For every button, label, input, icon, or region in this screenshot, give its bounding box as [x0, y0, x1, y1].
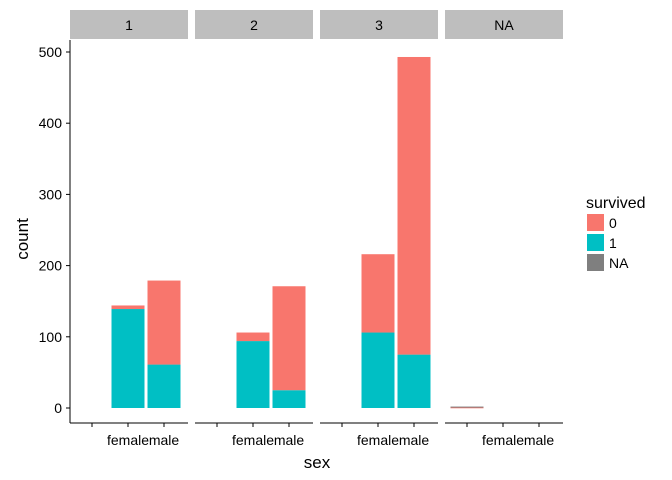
facet-strip-label: 1: [125, 17, 133, 33]
y-tick-label: 200: [39, 258, 63, 274]
facet-panel: 1 female male: [70, 10, 188, 448]
facet-panel: 2 female male: [195, 10, 313, 448]
facet-strip-label: 2: [250, 17, 258, 33]
facet-strip-label: NA: [494, 17, 514, 33]
x-tick-label: female: [107, 432, 149, 448]
bar-survived-0: [111, 305, 145, 310]
bar-survived-1: [147, 364, 181, 408]
legend: survived 0 1 NA: [586, 195, 646, 271]
y-tick-label: 300: [39, 186, 63, 202]
x-tick-label: female: [482, 432, 524, 448]
y-tick-label: 500: [39, 44, 63, 60]
bar-survived-1: [361, 332, 395, 408]
y-tick-label: 100: [39, 329, 63, 345]
x-axis-title: sex: [304, 453, 331, 472]
bar-survived-0: [361, 254, 395, 333]
facet-panel: 3 female male: [320, 10, 438, 448]
legend-label: NA: [609, 255, 629, 271]
legend-key: [587, 234, 604, 251]
facet-panel: NA female male: [445, 10, 563, 448]
bar-survived-0: [147, 280, 181, 365]
legend-key: [587, 214, 604, 231]
x-tick-label: female: [357, 432, 399, 448]
y-axis-title: count: [13, 218, 32, 260]
facet-strip-label: 3: [375, 17, 383, 33]
bar-survived-1: [397, 354, 431, 408]
y-tick-label: 0: [54, 400, 62, 416]
y-axis: 0 100 200 300 400 500: [39, 40, 71, 423]
x-tick-label: male: [524, 432, 555, 448]
legend-label: 0: [609, 215, 617, 231]
bar-survived-1: [111, 309, 145, 408]
facet-strip: [445, 10, 563, 39]
bar-survived-NA: [450, 406, 484, 408]
legend-title: survived: [586, 195, 646, 212]
bar-survived-1: [236, 341, 270, 408]
facet-strip: [70, 10, 188, 39]
y-tick-label: 400: [39, 115, 63, 131]
bar-survived-0: [397, 56, 431, 355]
facet-strip: [320, 10, 438, 39]
x-tick-label: female: [232, 432, 274, 448]
legend-label: 1: [609, 235, 617, 251]
facet-strip: [195, 10, 313, 39]
x-tick-label: male: [399, 432, 430, 448]
bar-survived-0: [236, 332, 270, 342]
legend-key: [587, 254, 604, 271]
bar-survived-0: [272, 286, 306, 391]
bar-survived-1: [272, 390, 306, 408]
x-tick-label: male: [274, 432, 305, 448]
x-tick-label: male: [149, 432, 180, 448]
bar-survived-0: [450, 407, 484, 409]
